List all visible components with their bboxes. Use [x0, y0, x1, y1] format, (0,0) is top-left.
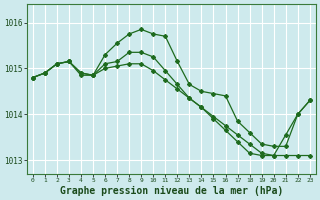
X-axis label: Graphe pression niveau de la mer (hPa): Graphe pression niveau de la mer (hPa): [60, 186, 283, 196]
